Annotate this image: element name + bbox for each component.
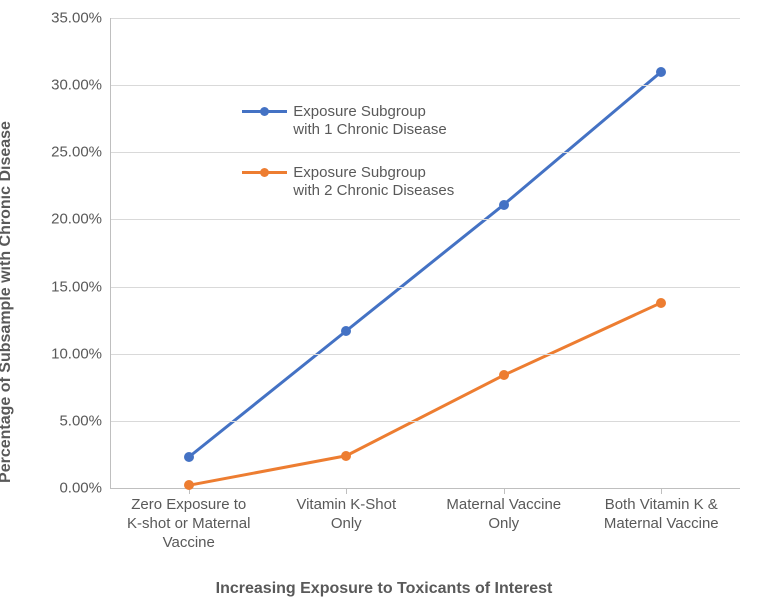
- data-point-marker: [656, 298, 666, 308]
- y-tick-label: 20.00%: [51, 211, 102, 228]
- legend-swatch: [242, 164, 287, 182]
- gridline: [110, 287, 740, 288]
- plot-svg: [110, 18, 740, 488]
- legend-item: Exposure Subgroupwith 2 Chronic Diseases: [242, 164, 454, 202]
- chart: Percentage of Subsample with Chronic Dis…: [0, 0, 768, 604]
- data-point-marker: [656, 67, 666, 77]
- plot-area: 0.00%5.00%10.00%15.00%20.00%25.00%30.00%…: [110, 18, 740, 488]
- x-tick: [504, 488, 505, 494]
- gridline: [110, 354, 740, 355]
- x-tick: [661, 488, 662, 494]
- x-category-label: Vitamin K-ShotOnly: [268, 496, 426, 534]
- gridline: [110, 85, 740, 86]
- data-point-marker: [184, 452, 194, 462]
- y-tick-label: 5.00%: [59, 412, 102, 429]
- y-tick-label: 0.00%: [59, 480, 102, 497]
- x-category-label: Zero Exposure toK-shot or MaternalVaccin…: [110, 496, 268, 552]
- x-category-label: Maternal VaccineOnly: [425, 496, 583, 534]
- gridline: [110, 18, 740, 19]
- x-axis-label: Increasing Exposure to Toxicants of Inte…: [0, 580, 768, 598]
- data-point-marker: [499, 370, 509, 380]
- x-tick: [346, 488, 347, 494]
- gridline: [110, 421, 740, 422]
- legend-label: Exposure Subgroupwith 1 Chronic Disease: [293, 103, 446, 141]
- y-tick-label: 10.00%: [51, 345, 102, 362]
- legend-item: Exposure Subgroupwith 1 Chronic Disease: [242, 103, 446, 141]
- y-tick-label: 15.00%: [51, 278, 102, 295]
- legend-label: Exposure Subgroupwith 2 Chronic Diseases: [293, 164, 454, 202]
- y-tick-label: 25.00%: [51, 144, 102, 161]
- legend-swatch: [242, 103, 287, 121]
- gridline: [110, 219, 740, 220]
- data-point-marker: [499, 200, 509, 210]
- data-point-marker: [341, 451, 351, 461]
- y-axis-line: [110, 18, 111, 488]
- gridline: [110, 152, 740, 153]
- y-axis-label: Percentage of Subsample with Chronic Dis…: [0, 121, 15, 483]
- y-tick-label: 30.00%: [51, 77, 102, 94]
- series-line: [189, 303, 662, 486]
- y-tick-label: 35.00%: [51, 10, 102, 27]
- x-category-label: Both Vitamin K &Maternal Vaccine: [583, 496, 741, 534]
- gridline: [110, 488, 740, 489]
